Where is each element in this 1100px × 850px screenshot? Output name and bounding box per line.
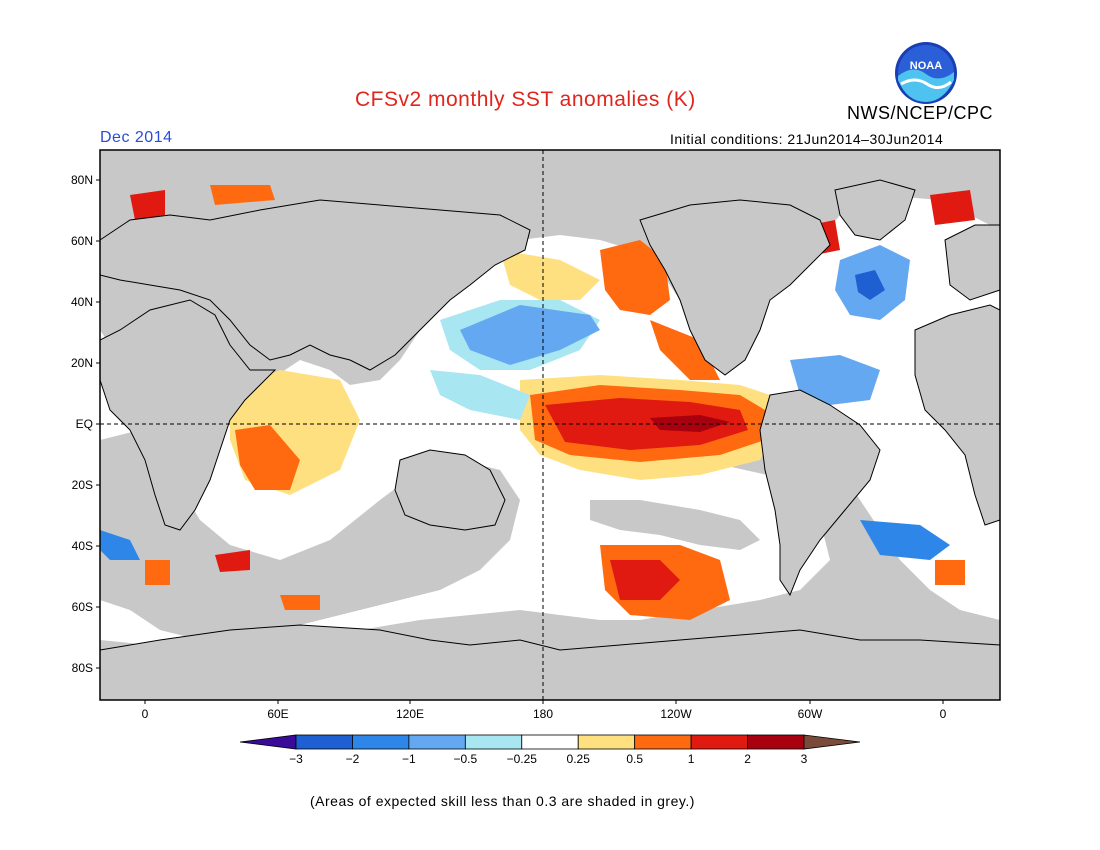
continent-south-america [759,389,881,597]
lon-label-120e: 120E [396,707,424,721]
agency-label: NWS/NCEP/CPC [847,103,994,123]
lon-label-60w: 60W [798,707,823,721]
cool-anomaly-tropical-atlantic [790,355,880,405]
lat-label-20n: 20N [71,356,93,370]
warm-anomaly-south-indian [280,595,320,610]
colorbar-tick-label: 0.5 [626,752,643,766]
colorbar-segment [690,734,748,750]
continent-eurasia [99,199,531,371]
lat-label-eq: EQ [76,417,93,431]
warm-anomaly-south-atlantic-2 [935,560,965,585]
colorbar-tick-label: −2 [346,752,360,766]
continent-africa-repeat [914,304,1001,526]
continent-africa [99,299,277,531]
lat-label-80s: 80S [72,661,93,675]
skill-footnote: (Areas of expected skill less than 0.3 a… [310,793,695,809]
strong-warm-anomaly-south-pacific [610,560,680,600]
chart-title: CFSv2 monthly SST anomalies (K) [355,88,696,111]
colorbar-segment [521,734,579,750]
lat-label-60s: 60S [72,600,93,614]
colorbar-tick-label: 2 [744,752,751,766]
warm-anomaly-arctic-1 [130,190,165,220]
warm-anomaly-ne-pacific-2 [500,250,600,300]
anomaly-patches [100,185,975,620]
colorbar-max-arrow [803,734,861,750]
colorbar-segment [408,734,466,750]
warm-anomaly-california [650,320,720,380]
warm-anomaly-arctic-2 [930,190,975,225]
cool-anomaly-south-africa [100,530,140,560]
logo-text: NOAA [910,60,942,72]
lat-label-40n: 40N [71,295,93,309]
cool-anomaly-nw-pacific-2 [460,305,600,365]
cool-anomaly-southern-atlantic [860,520,950,560]
warm-anomaly-indian-ocean-2 [235,425,300,490]
lon-label-60e: 60E [267,707,288,721]
continent-north-america [639,199,831,376]
map-frame [99,149,1001,701]
warm-anomaly-ne-pacific [600,240,670,315]
colorbar-tick-label: −1 [402,752,416,766]
colorbar-tick-label: 3 [801,752,808,766]
warm-anomaly-south-indian-2 [215,550,250,572]
colorbar-tick-label: 1 [688,752,695,766]
coastlines [99,179,1001,701]
colorbar-segment [577,734,636,750]
lon-label-0: 0 [142,707,149,721]
continent-australia [394,449,506,531]
colorbar-tick-label: −3 [289,752,303,766]
colorbar-min-arrow [239,734,297,750]
noaa-logo-icon: NOAA [895,42,957,104]
lat-label-80n: 80N [71,173,93,187]
colorbar-segment [352,734,410,750]
cool-anomaly-w-pacific [430,370,530,420]
lat-label-20s: 20S [72,478,93,492]
lon-label-120w: 120W [660,707,692,721]
lat-label-40s: 40S [72,539,93,553]
forecast-month-label: Dec 2014 [100,129,173,146]
lat-label-60n: 60N [71,234,93,248]
colorbar-tick-label: 0.25 [567,752,591,766]
colorbar: −3 −2 −1 −0.5 −0.25 0.25 0.5 1 2 3 [239,734,861,766]
lon-label-180: 180 [533,707,553,721]
strong-cool-anomaly-north-atlantic [855,270,885,300]
warm-anomaly-arctic-3 [210,185,275,205]
colorbar-segment [634,734,692,750]
colorbar-segment [747,734,805,750]
colorbar-tick-label: −0.5 [453,752,477,766]
continent-greenland [834,179,916,241]
colorbar-segment [464,734,523,750]
initial-conditions-label: Initial conditions: 21Jun2014–30Jun2014 [670,131,944,147]
colorbar-segment [295,734,353,750]
colorbar-tick-label: −0.25 [507,752,538,766]
lon-label-0-east: 0 [940,707,947,721]
warm-anomaly-south-atlantic-1 [145,560,170,585]
